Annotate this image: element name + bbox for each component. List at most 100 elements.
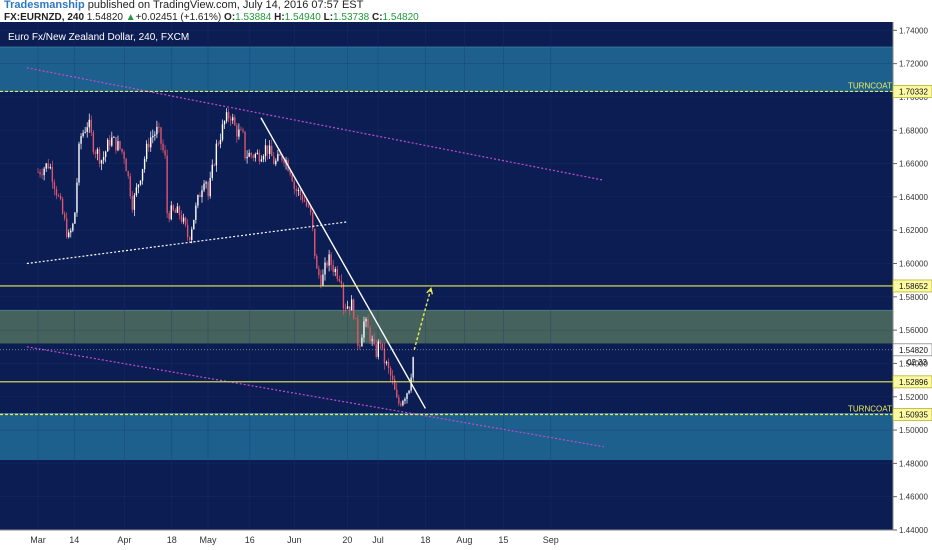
candle-body (131, 196, 133, 210)
candle-body (68, 232, 70, 238)
zone-1 (0, 310, 893, 344)
candle-body (193, 219, 195, 230)
quote-line: FX:EURNZD, 240 1.54820 ▲+0.02451 (+1.61%… (4, 12, 419, 23)
candle-body (178, 206, 181, 216)
candle-body (148, 143, 150, 148)
candle-body (254, 154, 256, 158)
candle-body (182, 217, 185, 222)
candle-body (260, 159, 263, 162)
drawings-layer: TURNCOAT TURNCOAT (0, 67, 893, 448)
close-label: C: (371, 12, 383, 23)
candle-body (189, 237, 191, 240)
time-tick: Aug (456, 535, 472, 545)
change-arrow-icon: ▲ (125, 12, 136, 23)
candle-body (404, 398, 406, 401)
candle-body (344, 308, 347, 310)
candle-body (373, 339, 375, 345)
price-axis-labels: 1.740001.720001.700001.680001.660001.640… (893, 26, 928, 535)
candle-body (363, 321, 365, 338)
candle-body (176, 206, 179, 213)
candle-body (92, 132, 95, 153)
author-link[interactable]: Tradesmanship (4, 0, 85, 11)
time-tick: Jun (287, 535, 302, 545)
price-tags: 1.70332 1.58652 1.52896 1.50935 1.54820 02:33 (0, 85, 932, 421)
published-text: published on TradingView.com, July 14, 2… (87, 0, 364, 11)
candle-body (394, 379, 396, 390)
zone-2 (0, 413, 893, 461)
candle-body (359, 345, 361, 347)
projection-arrow-line (413, 288, 432, 350)
candle-body (375, 344, 377, 357)
last-price: 1.54820 (86, 12, 123, 23)
level-price-tag-1-box (892, 279, 932, 293)
candle-body (273, 156, 275, 165)
publish-line: Tradesmanship published on TradingView.c… (4, 0, 363, 11)
downtrend-line (260, 117, 426, 409)
low-label: L: (323, 12, 334, 23)
candle-body (250, 152, 252, 156)
candle-body (320, 275, 322, 286)
candle-body (162, 143, 164, 151)
candle-body (111, 137, 113, 146)
candle-body (353, 299, 355, 319)
candle-body (141, 169, 144, 181)
candle-body (262, 156, 265, 160)
candle-body (268, 145, 271, 155)
grid-layer (0, 22, 893, 531)
candle-body (55, 188, 58, 196)
candle-body (258, 152, 261, 162)
time-tick: Jul (372, 535, 384, 545)
candle-body (227, 112, 230, 119)
candle-body (78, 143, 80, 183)
time-tick: 18 (420, 535, 430, 545)
price-tick: 1.72000 (899, 60, 928, 69)
candle-body (326, 262, 328, 266)
candle-body (377, 341, 379, 357)
candle-body (63, 213, 66, 219)
candle-body (135, 187, 138, 196)
candle-body (96, 149, 99, 154)
candle-body (318, 268, 320, 276)
candle-body (289, 171, 291, 175)
turncoat-label: TURNCOAT (848, 404, 892, 413)
candle-body (322, 274, 324, 286)
candle-body (248, 152, 250, 157)
candle-body (369, 327, 371, 341)
time-axis[interactable] (0, 530, 893, 550)
candle-body (371, 339, 373, 341)
candle-body (314, 228, 316, 256)
candle-body (168, 213, 170, 220)
candle-body (164, 150, 166, 156)
level-price-tag-3-box (892, 408, 932, 421)
candle-body (90, 119, 92, 133)
candle-body (348, 306, 351, 311)
price-tick: 1.60000 (899, 260, 928, 269)
candle-body (102, 157, 105, 161)
candle-body (277, 153, 279, 161)
countdown-timer: 02:33 (907, 358, 928, 367)
candle-body (201, 190, 203, 198)
candle-body (361, 337, 363, 347)
candle-body (47, 163, 49, 169)
candle-body (133, 195, 136, 210)
candle-body (139, 180, 142, 185)
candle-body (170, 205, 172, 220)
candle-body (72, 223, 74, 231)
price-chart[interactable]: TURNCOAT TURNCOAT Euro Fx/New Zealand Dol… (0, 22, 932, 550)
candle-body (225, 112, 228, 122)
candle-body (37, 171, 39, 173)
last-price-tag: 1.54820 (899, 346, 928, 355)
candle-body (291, 174, 293, 182)
chart-header: Tradesmanship published on TradingView.c… (0, 0, 932, 23)
open-value: 1.53884 (235, 12, 272, 23)
close-value: 1.54820 (382, 12, 419, 23)
time-tick: 18 (167, 535, 177, 545)
candle-body (172, 205, 174, 211)
level-price-tag-1: 1.58652 (899, 282, 928, 291)
candle-body (398, 397, 400, 404)
candle-body (324, 262, 326, 275)
candle-body (49, 166, 51, 169)
candle-body (246, 156, 248, 159)
chart-title: Euro Fx/New Zealand Dollar, 240, FXCM (8, 32, 189, 43)
candle-body (244, 131, 246, 159)
